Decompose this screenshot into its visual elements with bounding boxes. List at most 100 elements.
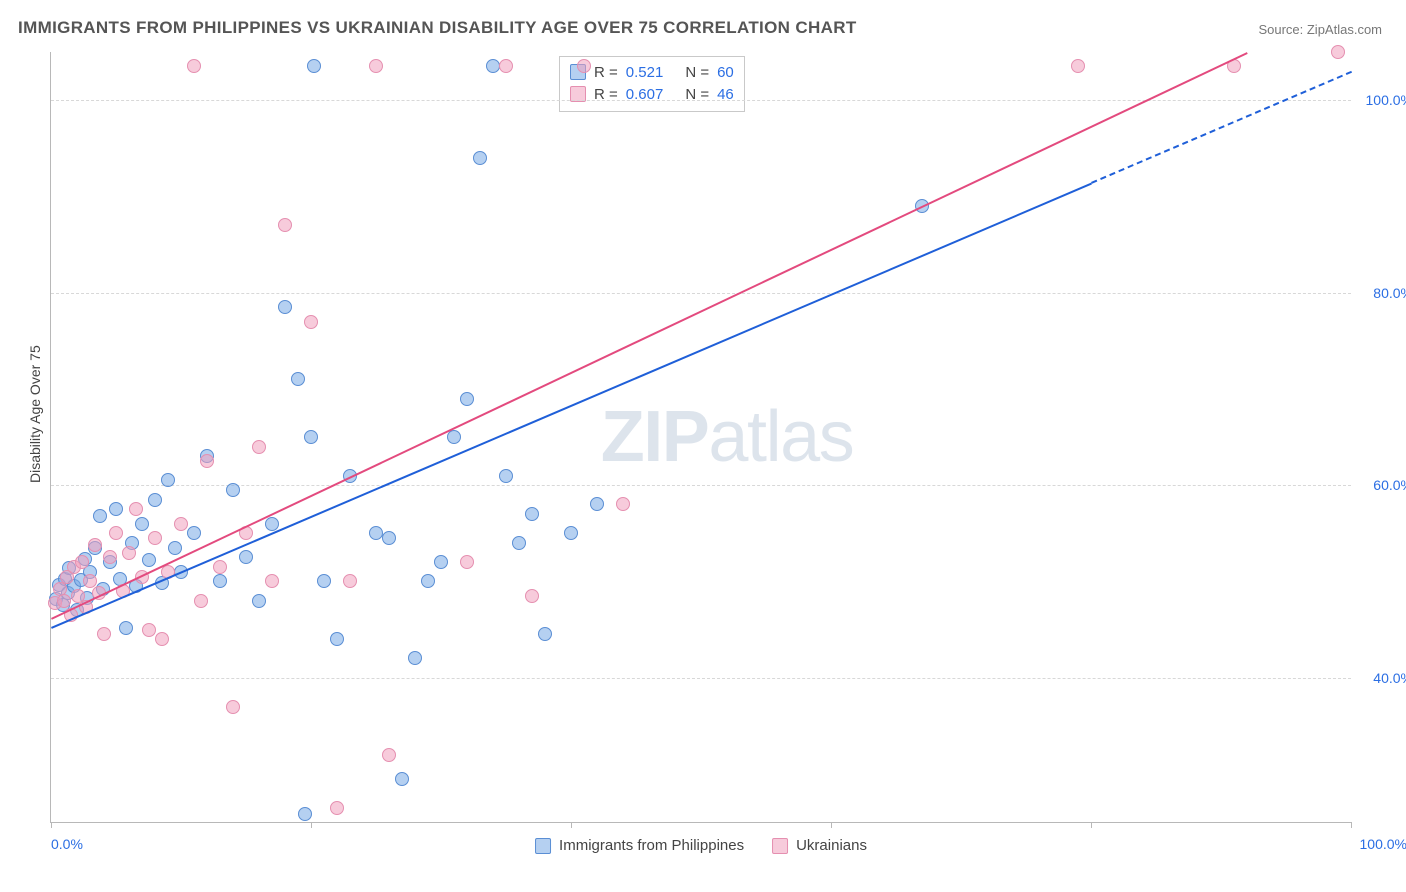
scatter-point — [161, 473, 175, 487]
trend-line — [1091, 71, 1352, 184]
scatter-point — [486, 59, 500, 73]
scatter-point — [382, 531, 396, 545]
scatter-point — [226, 700, 240, 714]
n-label: N = — [685, 64, 709, 81]
scatter-point — [304, 315, 318, 329]
scatter-point — [382, 748, 396, 762]
scatter-point — [460, 392, 474, 406]
scatter-point — [168, 541, 182, 555]
y-axis-label: Disability Age Over 75 — [27, 345, 43, 483]
scatter-point — [330, 801, 344, 815]
scatter-point — [213, 574, 227, 588]
trend-line — [51, 52, 1248, 620]
scatter-point — [213, 560, 227, 574]
legend-label-ukrainians: Ukrainians — [796, 837, 867, 854]
scatter-point — [434, 555, 448, 569]
scatter-point — [265, 574, 279, 588]
scatter-point — [590, 497, 604, 511]
scatter-point — [226, 483, 240, 497]
xtick — [1351, 822, 1352, 828]
scatter-point — [187, 59, 201, 73]
scatter-point — [460, 555, 474, 569]
source-label: Source: ZipAtlas.com — [1258, 22, 1382, 37]
xlabel-min: 0.0% — [51, 836, 83, 852]
swatch-ukrainians — [772, 838, 788, 854]
legend-item-philippines: Immigrants from Philippines — [535, 837, 744, 854]
ytick-label: 80.0% — [1357, 285, 1406, 301]
scatter-point — [194, 594, 208, 608]
scatter-point — [525, 589, 539, 603]
scatter-point — [307, 59, 321, 73]
legend-row-ukrainians: R = 0.607 N = 46 — [570, 83, 734, 105]
scatter-point — [200, 454, 214, 468]
ytick-label: 40.0% — [1357, 670, 1406, 686]
scatter-point — [317, 574, 331, 588]
xtick — [51, 822, 52, 828]
scatter-point — [252, 440, 266, 454]
scatter-point — [473, 151, 487, 165]
scatter-point — [155, 632, 169, 646]
scatter-point — [135, 517, 149, 531]
correlation-chart: Disability Age Over 75 ZIPatlas R = 0.52… — [50, 52, 1351, 823]
scatter-point — [97, 627, 111, 641]
scatter-point — [330, 632, 344, 646]
scatter-point — [93, 509, 107, 523]
scatter-point — [109, 526, 123, 540]
scatter-point — [298, 807, 312, 821]
scatter-point — [109, 502, 123, 516]
ytick-label: 60.0% — [1357, 477, 1406, 493]
xlabel-max: 100.0% — [1360, 836, 1406, 852]
scatter-point — [421, 574, 435, 588]
scatter-point — [512, 536, 526, 550]
grid-line — [51, 100, 1351, 101]
scatter-point — [278, 300, 292, 314]
scatter-point — [525, 507, 539, 521]
scatter-point — [395, 772, 409, 786]
scatter-point — [278, 218, 292, 232]
xtick — [831, 822, 832, 828]
series-legend: Immigrants from Philippines Ukrainians — [535, 837, 867, 854]
scatter-point — [142, 553, 156, 567]
scatter-point — [369, 526, 383, 540]
scatter-point — [142, 623, 156, 637]
scatter-point — [291, 372, 305, 386]
r-value-philippines: 0.521 — [626, 64, 664, 81]
scatter-point — [88, 538, 102, 552]
scatter-point — [265, 517, 279, 531]
scatter-point — [75, 555, 89, 569]
scatter-point — [1071, 59, 1085, 73]
n-value-philippines: 60 — [717, 64, 734, 81]
watermark: ZIPatlas — [601, 396, 854, 478]
scatter-point — [616, 497, 630, 511]
legend-row-philippines: R = 0.521 N = 60 — [570, 61, 734, 83]
scatter-point — [57, 594, 71, 608]
ytick-label: 100.0% — [1357, 92, 1406, 108]
xtick — [311, 822, 312, 828]
trend-line — [51, 182, 1092, 628]
scatter-point — [564, 526, 578, 540]
scatter-point — [343, 574, 357, 588]
grid-line — [51, 678, 1351, 679]
chart-title: IMMIGRANTS FROM PHILIPPINES VS UKRAINIAN… — [18, 18, 857, 38]
scatter-point — [174, 517, 188, 531]
grid-line — [51, 293, 1351, 294]
scatter-point — [187, 526, 201, 540]
scatter-point — [129, 502, 143, 516]
scatter-point — [252, 594, 266, 608]
scatter-point — [538, 627, 552, 641]
swatch-philippines — [535, 838, 551, 854]
scatter-point — [499, 469, 513, 483]
scatter-point — [304, 430, 318, 444]
scatter-point — [369, 59, 383, 73]
scatter-point — [148, 531, 162, 545]
scatter-point — [239, 550, 253, 564]
scatter-point — [122, 546, 136, 560]
legend-label-philippines: Immigrants from Philippines — [559, 837, 744, 854]
grid-line — [51, 485, 1351, 486]
scatter-point — [148, 493, 162, 507]
scatter-point — [119, 621, 133, 635]
scatter-point — [1331, 45, 1345, 59]
scatter-point — [577, 59, 591, 73]
legend-item-ukrainians: Ukrainians — [772, 837, 867, 854]
xtick — [1091, 822, 1092, 828]
